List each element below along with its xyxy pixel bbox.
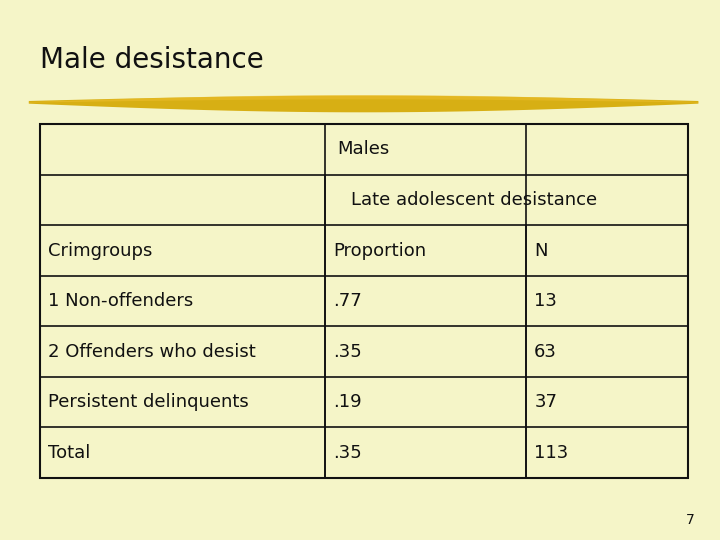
Text: 37: 37 [534,393,557,411]
Text: .19: .19 [333,393,362,411]
Text: Late adolescent desistance: Late adolescent desistance [351,191,597,209]
Text: N: N [534,241,548,260]
Polygon shape [29,95,698,103]
Text: 63: 63 [534,342,557,361]
Text: Male desistance: Male desistance [40,46,264,74]
Text: Males: Males [338,140,390,158]
Text: Crimgroups: Crimgroups [48,241,153,260]
Text: .77: .77 [333,292,362,310]
Text: .35: .35 [333,342,362,361]
Text: 113: 113 [534,444,569,462]
Polygon shape [29,96,698,112]
Text: 7: 7 [686,512,695,526]
Text: .35: .35 [333,444,362,462]
Text: 13: 13 [534,292,557,310]
Text: 1 Non-offenders: 1 Non-offenders [48,292,194,310]
Text: Proportion: Proportion [333,241,426,260]
Text: 2 Offenders who desist: 2 Offenders who desist [48,342,256,361]
Bar [40,124,688,478]
Text: Total: Total [48,444,91,462]
Text: Persistent delinquents: Persistent delinquents [48,393,249,411]
